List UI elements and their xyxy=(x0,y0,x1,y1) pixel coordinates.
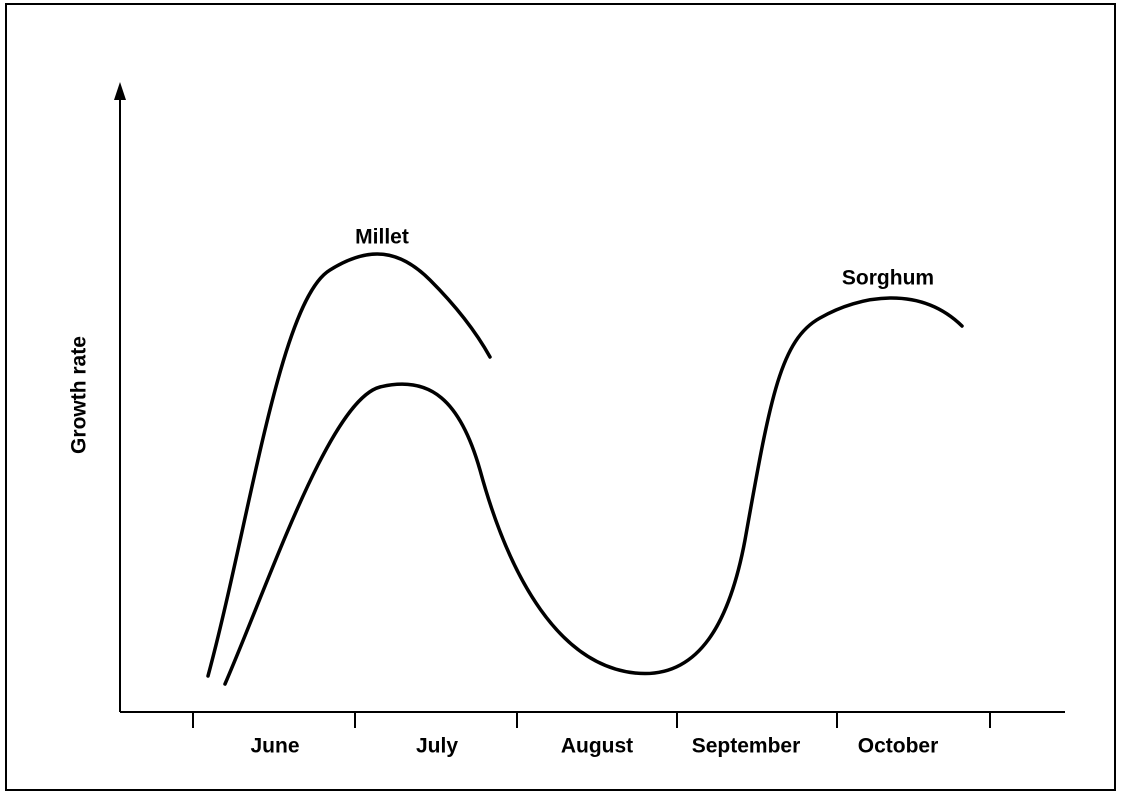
x-label: July xyxy=(416,735,458,758)
frame xyxy=(5,3,1116,791)
millet-curve xyxy=(206,252,492,678)
curve-label: Sorghum xyxy=(842,267,934,290)
x-ticks xyxy=(192,712,991,728)
x-label: September xyxy=(692,735,801,758)
y-axis-arrow xyxy=(114,82,126,100)
sorghum-curve xyxy=(223,296,964,686)
curve-label: Millet xyxy=(355,226,409,249)
y-label: Growth rate xyxy=(68,336,91,454)
x-label: June xyxy=(250,735,299,758)
x-label: October xyxy=(858,735,939,758)
x-label: August xyxy=(561,735,633,758)
